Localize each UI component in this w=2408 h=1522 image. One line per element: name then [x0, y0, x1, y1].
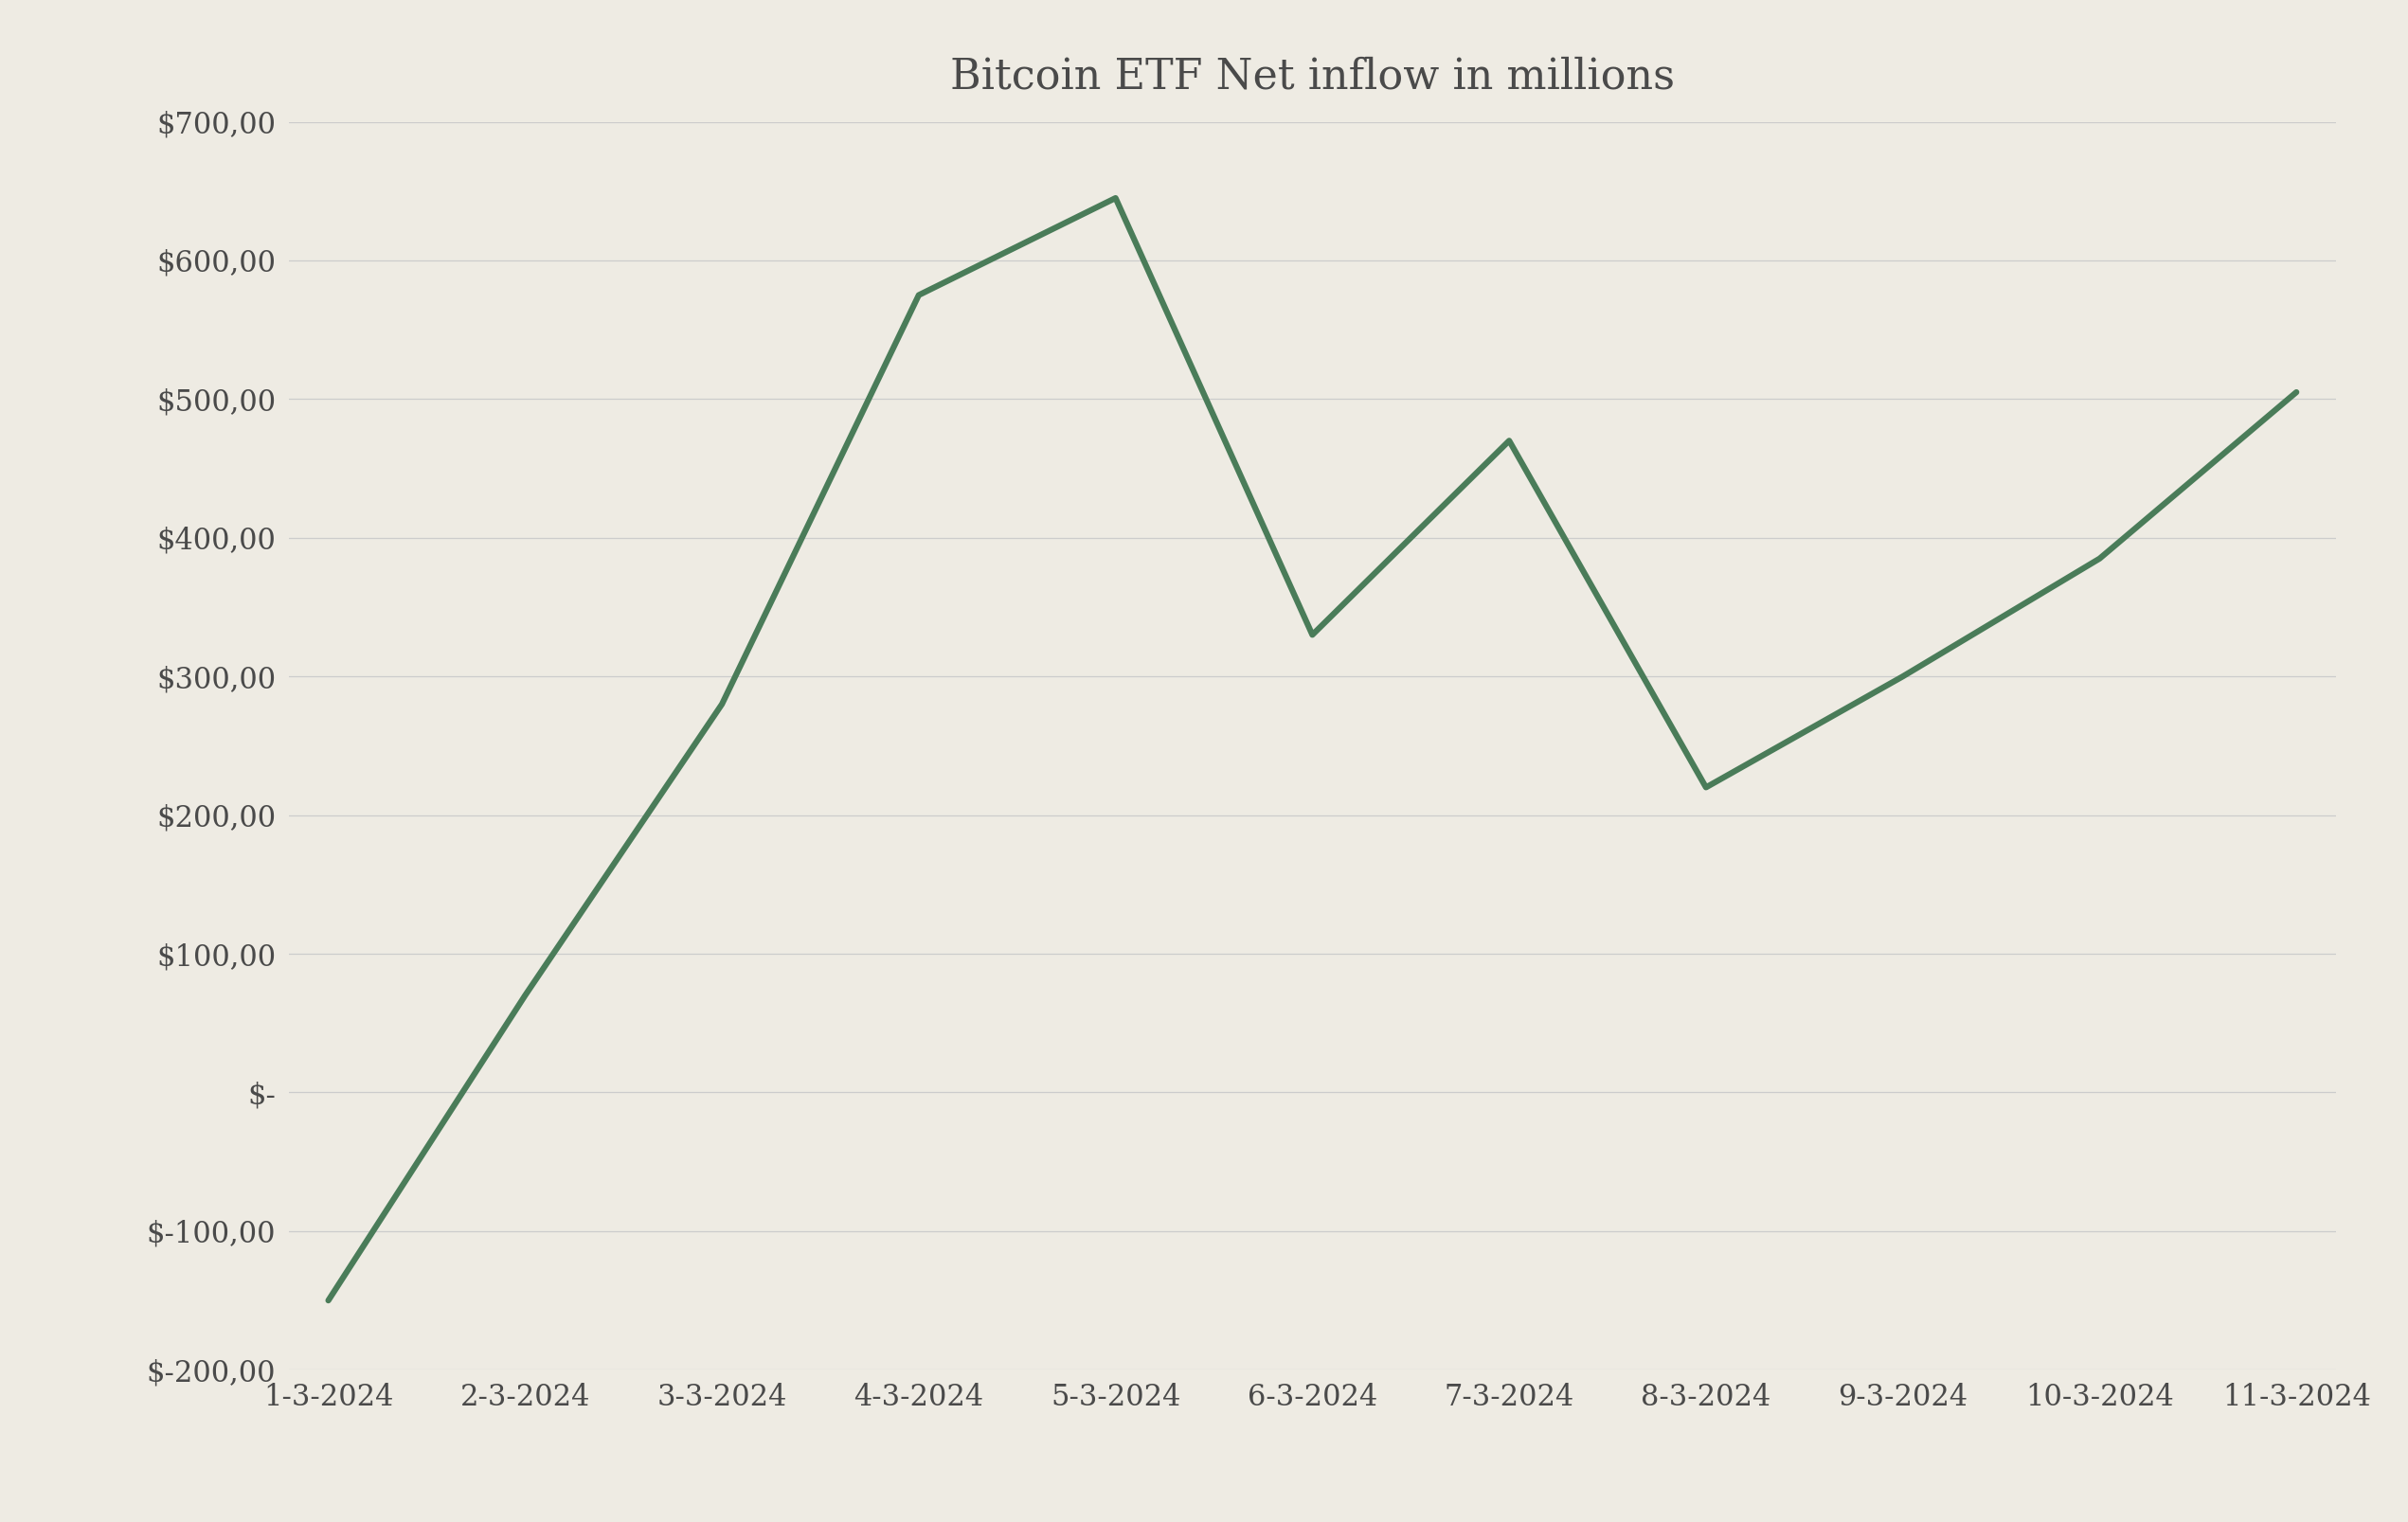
Title: Bitcoin ETF Net inflow in millions: Bitcoin ETF Net inflow in millions: [951, 56, 1674, 97]
